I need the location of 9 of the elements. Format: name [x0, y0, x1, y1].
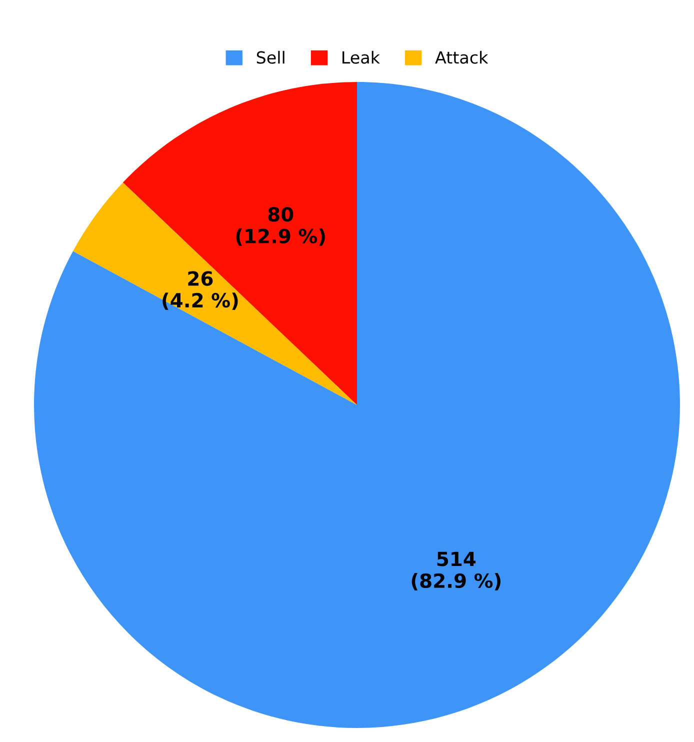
legend-label: Sell — [256, 50, 284, 64]
legend-label: Leak — [342, 50, 380, 64]
pie-slice — [34, 82, 680, 728]
legend-label: Attack — [435, 50, 488, 64]
data-label: 80 (12.9 %) — [236, 206, 325, 246]
data-label: 514 (82.9 %) — [412, 552, 500, 590]
data-label: 26 (4.2 %) — [162, 271, 238, 310]
pie-slice — [122, 82, 357, 405]
pie-slice — [73, 182, 357, 405]
